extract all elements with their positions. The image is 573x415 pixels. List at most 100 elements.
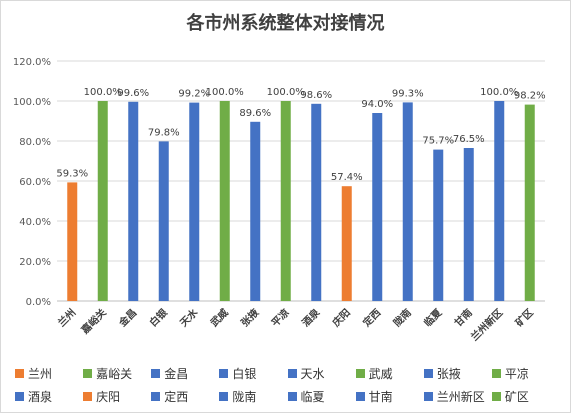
x-tick-label: 临夏 xyxy=(421,305,445,329)
legend-swatch xyxy=(15,392,24,401)
data-label: 99.6% xyxy=(117,88,149,99)
bar-庆阳 xyxy=(341,186,352,301)
legend-swatch xyxy=(491,369,501,378)
bar-张掖 xyxy=(250,121,261,301)
legend-swatch xyxy=(15,369,24,378)
bar-武威 xyxy=(219,101,230,301)
legend-item: 陇南 xyxy=(219,388,287,405)
legend-item: 庆阳 xyxy=(83,388,151,405)
bar-金昌 xyxy=(128,101,139,301)
legend-label: 临夏 xyxy=(300,390,325,404)
bar-白银 xyxy=(158,141,169,301)
legend-swatch xyxy=(287,392,297,401)
legend-label: 庆阳 xyxy=(96,390,121,404)
data-label: 100.0% xyxy=(206,87,244,98)
chart-legend: 兰州 嘉峪关 金昌 白银 天水 武威 张掖 平凉酒泉 庆阳 定西 陇南 临夏 甘南 兰州新区 矿区 xyxy=(15,365,560,405)
x-tick-label: 武威 xyxy=(208,306,231,329)
x-tick-label: 金昌 xyxy=(115,306,139,330)
legend-label: 张掖 xyxy=(436,367,461,381)
bar-天水 xyxy=(189,102,200,301)
x-tick-label: 酒泉 xyxy=(299,305,323,329)
legend-label: 兰州 xyxy=(28,367,53,381)
legend-swatch xyxy=(83,369,93,378)
y-tick-label: 120.0% xyxy=(13,57,51,68)
legend-swatch xyxy=(491,392,501,401)
legend-swatch xyxy=(287,369,297,378)
data-label: 94.0% xyxy=(361,99,393,110)
legend-item: 天水 xyxy=(287,365,356,382)
x-tick-label: 天水 xyxy=(177,305,201,329)
bar-平凉 xyxy=(280,101,291,301)
legend-swatch xyxy=(151,369,161,378)
x-tick-label: 庆阳 xyxy=(329,306,353,330)
data-label: 98.6% xyxy=(300,90,332,101)
bar-嘉峪关 xyxy=(97,101,108,301)
legend-item: 临夏 xyxy=(287,388,356,405)
legend-item: 张掖 xyxy=(423,365,492,382)
y-tick-label: 40.0% xyxy=(19,217,51,228)
legend-label: 金昌 xyxy=(164,367,189,381)
legend-item: 矿区 xyxy=(491,388,560,405)
legend-label: 甘南 xyxy=(368,390,393,404)
legend-label: 陇南 xyxy=(232,390,257,404)
legend-item: 兰州新区 xyxy=(423,388,492,405)
data-label: 100.0% xyxy=(84,87,122,98)
legend-item: 定西 xyxy=(151,388,219,405)
bar-矿区 xyxy=(524,104,535,301)
data-label: 100.0% xyxy=(267,87,305,98)
legend-swatch xyxy=(219,392,229,401)
data-label: 98.2% xyxy=(514,91,546,102)
chart-title: 各市州系统整体对接情况 xyxy=(186,13,385,34)
data-label: 57.4% xyxy=(331,172,363,183)
data-label: 99.3% xyxy=(392,88,424,99)
legend-swatch xyxy=(355,369,365,378)
legend-item: 嘉峪关 xyxy=(83,365,151,382)
data-label: 89.6% xyxy=(239,108,271,119)
y-tick-label: 80.0% xyxy=(19,137,51,148)
bar-酒泉 xyxy=(311,103,322,301)
legend-label: 平凉 xyxy=(504,367,529,381)
y-tick-label: 60.0% xyxy=(19,177,51,188)
legend-item: 金昌 xyxy=(151,365,219,382)
legend-swatch xyxy=(219,369,229,378)
legend-item: 平凉 xyxy=(491,365,560,382)
y-tick-label: 100.0% xyxy=(13,97,51,108)
x-tick-label: 甘南 xyxy=(452,306,475,329)
x-tick-label: 兰州 xyxy=(55,306,78,329)
legend-item: 武威 xyxy=(355,365,424,382)
bar-兰州 xyxy=(67,182,78,301)
legend-label: 兰州新区 xyxy=(436,390,485,404)
legend-label: 定西 xyxy=(164,390,189,404)
data-label: 59.3% xyxy=(56,168,88,179)
legend-swatch xyxy=(423,392,433,401)
y-tick-label: 20.0% xyxy=(19,257,51,268)
legend-label: 嘉峪关 xyxy=(96,367,133,381)
x-tick-label: 定西 xyxy=(360,306,383,329)
legend-label: 天水 xyxy=(300,367,325,381)
x-tick-label: 嘉峪关 xyxy=(78,306,109,337)
x-tick-label: 平凉 xyxy=(269,306,292,329)
x-tick-label: 矿区 xyxy=(513,306,536,329)
data-label: 79.8% xyxy=(148,127,180,138)
legend-label: 武威 xyxy=(368,367,393,381)
bar-临夏 xyxy=(433,149,444,301)
legend-label: 矿区 xyxy=(504,390,529,404)
legend-item: 白银 xyxy=(219,365,287,382)
legend-item: 甘南 xyxy=(355,388,424,405)
data-label: 100.0% xyxy=(480,87,518,98)
y-tick-label: 0.0% xyxy=(26,297,51,308)
legend-swatch xyxy=(355,392,365,401)
legend-swatch xyxy=(423,369,433,378)
data-label: 75.7% xyxy=(422,136,454,147)
data-label: 76.5% xyxy=(453,134,485,145)
x-tick-label: 张掖 xyxy=(238,305,262,329)
legend-item: 酒泉 xyxy=(15,388,83,405)
data-label: 99.2% xyxy=(178,89,210,100)
bar-陇南 xyxy=(402,102,413,302)
legend-item: 兰州 xyxy=(15,365,83,382)
bar-兰州新区 xyxy=(494,101,505,301)
legend-label: 白银 xyxy=(232,367,257,381)
legend-swatch xyxy=(151,392,161,401)
